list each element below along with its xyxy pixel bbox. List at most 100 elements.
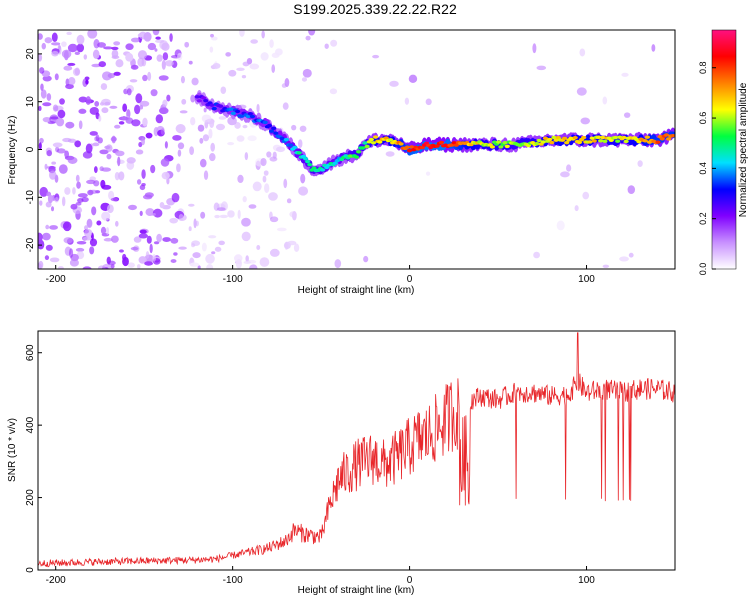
spectrogram-blob	[49, 225, 58, 230]
spectrogram-blob	[86, 179, 96, 185]
spectrogram-blob	[82, 151, 93, 159]
spectrogram-blob	[86, 218, 93, 228]
spectrogram-ridge-cell	[572, 135, 578, 140]
spectrogram-blob	[106, 153, 112, 160]
colorbar-label: Normalized spectral amplitude	[738, 82, 749, 217]
spectrogram-blob	[201, 114, 212, 123]
spectrogram-blob	[236, 135, 245, 142]
spectrogram-blob	[61, 41, 67, 48]
spectrogram-x-tick-label: 0	[407, 274, 413, 285]
spectrogram-blob	[227, 210, 235, 218]
spectrogram-blob	[177, 52, 183, 61]
spectrogram-ridge-cell	[230, 111, 236, 116]
spectrogram-blob	[139, 229, 147, 234]
spectrogram-ridge-cell	[268, 129, 275, 133]
spectrogram-blob	[329, 88, 338, 95]
spectrogram-blob	[113, 41, 121, 46]
spectrogram-blob	[159, 202, 165, 209]
spectrogram-ridge-cell	[553, 138, 559, 142]
spectrogram-blob	[115, 220, 119, 227]
spectrogram-blob	[162, 237, 171, 242]
spectrogram-blob	[136, 179, 142, 185]
spectrogram-blob	[96, 220, 102, 226]
spectrogram-blob	[289, 211, 297, 218]
spectrogram-blob	[97, 42, 107, 48]
spectrogram-blob	[189, 262, 200, 267]
spectrogram-blob	[621, 72, 629, 77]
spectrogram-blob	[103, 46, 113, 50]
spectrogram-blob	[115, 59, 124, 68]
spectrogram-blob	[305, 35, 311, 41]
spectrogram-blob	[51, 42, 61, 46]
spectrogram-ridge-cell	[666, 137, 672, 141]
spectrogram-blob	[628, 252, 634, 258]
spectrogram-blob	[206, 264, 214, 269]
spectrogram-blob	[203, 107, 207, 113]
spectrogram-blob	[155, 36, 161, 40]
spectrogram-blob	[623, 112, 631, 118]
spectrogram-ridge-cell	[534, 142, 540, 146]
spectrogram-blob	[56, 148, 66, 154]
spectrogram-blob	[252, 181, 262, 192]
spectrogram-x-tick-label: -100	[223, 274, 243, 285]
spectrogram-blob	[137, 50, 148, 60]
spectrogram-blob	[89, 131, 98, 136]
spectrogram-blob	[161, 171, 170, 180]
spectrogram-blob	[404, 97, 410, 105]
spectrogram-blob	[256, 103, 260, 113]
spectrogram-blob	[149, 243, 153, 254]
spectrogram-ridge-cell	[234, 109, 241, 114]
snr-y-tick-label: 0	[25, 567, 36, 573]
spectrogram-blob	[63, 237, 73, 244]
spectrogram-blob	[556, 220, 565, 231]
spectrogram-blob	[261, 30, 265, 39]
snr-y-tick-label: 200	[25, 489, 36, 506]
spectrogram-blob	[425, 98, 432, 106]
spectrogram-blob	[283, 178, 288, 189]
chart-title: S199.2025.339.22.22.R22	[293, 1, 457, 17]
spectrogram-blob	[147, 42, 157, 51]
spectrogram-blob	[138, 141, 143, 148]
spectrogram-blob	[162, 52, 169, 61]
spectrogram-blob	[372, 54, 380, 59]
spectrogram-blob	[193, 218, 197, 229]
spectrogram-blob	[172, 134, 182, 141]
spectrogram-blob	[57, 109, 66, 119]
spectrogram-blob	[158, 75, 169, 81]
spectrogram-blob	[208, 235, 217, 239]
spectrogram-blob	[275, 48, 283, 56]
spectrogram-blob	[210, 142, 215, 152]
spectrogram-blob	[76, 34, 85, 45]
spectrogram-ridge-cell	[305, 159, 311, 164]
snr-x-axis-label: Height of straight line (km)	[298, 585, 415, 596]
spectrogram-blob	[177, 142, 185, 150]
spectrogram-blob	[97, 265, 106, 269]
spectrogram-blob	[282, 102, 289, 110]
snr-x-tick-label: -100	[223, 575, 243, 586]
spectrogram-blob	[165, 60, 174, 67]
spectrogram-blob	[98, 115, 102, 122]
spectrogram-blob	[62, 221, 72, 232]
spectrogram-ridge-cell	[561, 136, 568, 141]
spectrogram-blob	[101, 71, 112, 81]
spectrogram-blob	[151, 212, 156, 216]
spectrogram-blob	[106, 204, 114, 214]
spectrogram-blob	[114, 124, 121, 129]
spectrogram-blob	[118, 171, 125, 181]
spectrogram-blob	[241, 74, 247, 79]
spectrogram-blob	[38, 54, 43, 62]
spectrogram-blob	[192, 252, 201, 259]
colorbar: 0.0 0.2 0.4 0.6 0.8 Normalized spectral ampl…	[698, 29, 749, 275]
spectrogram-blob	[408, 74, 418, 84]
spectrogram-ridge-cell	[670, 133, 675, 138]
spectrogram-blob	[200, 211, 206, 219]
spectrogram-blob	[171, 192, 180, 203]
spectrogram-ridge-cell	[615, 139, 621, 143]
spectrogram-blob	[105, 144, 113, 152]
spectrogram-blob	[262, 175, 267, 183]
spectrogram-blob	[117, 156, 121, 167]
snr-ticks: -200 -100 0 100 0 200 400 600	[25, 344, 595, 586]
spectrogram-blob	[248, 264, 258, 269]
spectrogram-ridge-cell	[434, 144, 440, 148]
